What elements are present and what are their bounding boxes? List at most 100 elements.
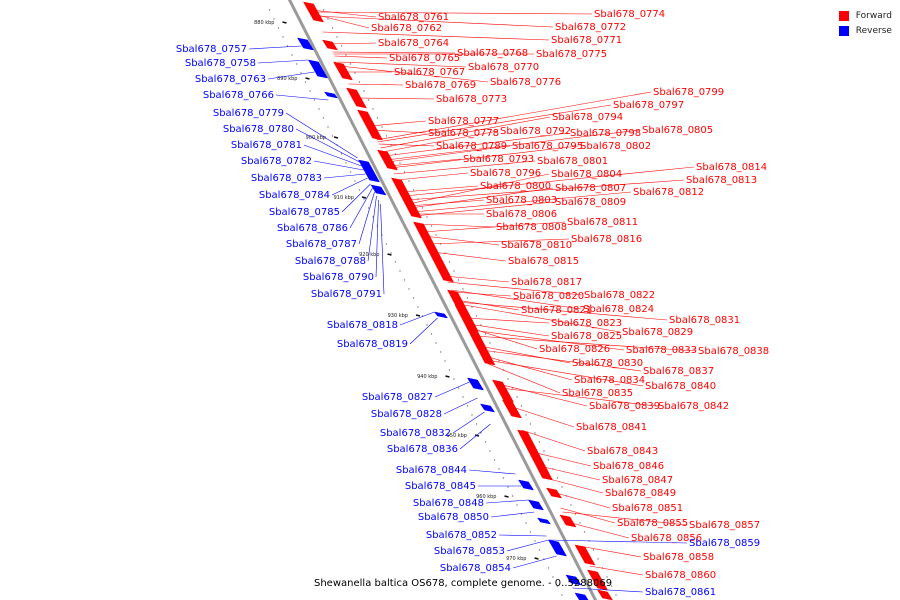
guide-dot: [525, 522, 527, 524]
reverse-gene-label: Sbal678_0790: [303, 272, 374, 283]
guide-dot: [331, 27, 334, 29]
forward-gene-label: Sbal678_0825: [551, 331, 622, 342]
tick-mark: [387, 253, 392, 256]
forward-gene-label-leader: [410, 187, 554, 209]
forward-gene-label: Sbal678_0817: [511, 277, 582, 288]
forward-gene-label: Sbal678_0774: [594, 9, 665, 20]
forward-gene-label-leader: [412, 191, 632, 213]
forward-gene-label: Sbal678_0771: [551, 35, 622, 46]
forward-gene-label: Sbal678_0813: [686, 175, 757, 186]
forward-gene-label-leader: [387, 145, 511, 163]
guide-dot: [421, 207, 424, 209]
guide-dot: [529, 531, 532, 533]
forward-gene-label: Sbal678_0799: [653, 87, 724, 98]
guide-dot: [408, 288, 410, 290]
guide-dot: [534, 540, 536, 542]
forward-gene-label: Sbal678_0856: [631, 533, 702, 544]
reverse-gene-label: Sbal678_0788: [295, 256, 366, 267]
guide-dot: [592, 549, 595, 551]
guide-dot: [435, 234, 437, 236]
guide-dot: [399, 270, 401, 272]
guide-dot: [277, 27, 280, 29]
tick-label: 930 kbp: [388, 313, 408, 319]
forward-gene-label: Sbal678_0772: [555, 22, 626, 33]
forward-gene-block: [333, 61, 353, 81]
reverse-gene-label-leader: [367, 195, 377, 262]
forward-gene-label: Sbal678_0830: [572, 358, 643, 369]
forward-gene-label-leader: [382, 130, 499, 153]
guide-dot: [403, 279, 406, 281]
guide-dot: [444, 360, 446, 362]
forward-gene-label-leader: [545, 477, 604, 494]
reverse-gene-label-leader: [331, 177, 368, 196]
forward-gene-label: Sbal678_0823: [551, 318, 622, 329]
forward-gene-label-leader: [314, 15, 554, 28]
forward-gene-block: [492, 379, 514, 403]
guide-dot: [516, 396, 518, 398]
forward-gene-label-leader: [334, 55, 388, 59]
reverse-gene-block: [296, 37, 315, 51]
forward-gene-label-leader: [589, 565, 644, 576]
forward-gene-label: Sbal678_0765: [389, 53, 460, 64]
guide-dot: [552, 576, 554, 578]
forward-gene-label: Sbal678_0838: [698, 346, 769, 357]
legend-forward: Forward: [838, 8, 892, 23]
guide-dot: [322, 117, 325, 119]
guide-dot: [543, 450, 545, 452]
forward-gene-label-leader: [376, 91, 652, 141]
forward-gene-block: [596, 589, 613, 600]
guide-dot: [358, 81, 361, 83]
forward-gene-label-leader: [444, 275, 510, 283]
reverse-gene-block: [466, 377, 485, 391]
guide-dot: [462, 396, 464, 398]
guide-dot: [345, 162, 347, 164]
forward-gene-label-leader: [458, 303, 621, 333]
forward-gene-label: Sbal678_0857: [689, 520, 760, 531]
reverse-gene-label-leader: [443, 397, 478, 415]
reverse-gene-label: Sbal678_0828: [371, 409, 442, 420]
forward-gene-label-leader: [380, 116, 551, 149]
reverse-gene-label-leader: [375, 199, 379, 278]
forward-gene-label-leader: [479, 345, 571, 364]
guide-dot: [399, 162, 401, 164]
reverse-gene-block: [370, 184, 387, 196]
forward-gene-label: Sbal678_0801: [537, 156, 608, 167]
reverse-gene-label: Sbal678_0787: [286, 239, 357, 250]
reverse-gene-label: Sbal678_0848: [413, 498, 484, 509]
forward-gene-label: Sbal678_0796: [470, 168, 541, 179]
forward-gene-label-leader: [355, 97, 435, 100]
tick-label: 880 kbp: [254, 20, 274, 26]
reverse-gene-label-leader: [285, 112, 358, 159]
forward-gene-label: Sbal678_0812: [633, 187, 704, 198]
tick-mark: [282, 21, 287, 24]
guide-dot: [457, 279, 460, 281]
forward-gene-block: [454, 304, 496, 366]
forward-gene-label-leader: [521, 429, 586, 452]
guide-dot: [615, 594, 617, 596]
guide-dot: [462, 288, 464, 290]
forward-gene-label-leader: [509, 405, 575, 428]
forward-gene-label-leader: [369, 120, 427, 127]
forward-gene-label: Sbal678_0794: [552, 112, 623, 123]
guide-dot: [430, 225, 433, 227]
reverse-gene-label-leader: [490, 511, 535, 518]
forward-gene-label-leader: [322, 31, 550, 41]
guide-dot: [466, 405, 469, 407]
forward-gene-label: Sbal678_0770: [468, 62, 539, 73]
guide-dot: [538, 441, 541, 443]
forward-gene-label-leader: [424, 235, 500, 246]
forward-gene-label: Sbal678_0804: [551, 169, 622, 180]
reverse-gene-label: Sbal678_0861: [645, 587, 716, 598]
reverse-gene-label-leader: [498, 534, 547, 537]
reverse-gene-label: Sbal678_0827: [362, 392, 433, 403]
forward-gene-label: Sbal678_0846: [593, 461, 664, 472]
guide-dot: [340, 153, 343, 155]
legend-forward-label: Forward: [855, 10, 892, 21]
forward-gene-label-leader: [337, 61, 467, 68]
forward-gene-label: Sbal678_0833: [626, 345, 697, 356]
reverse-gene-block: [323, 91, 339, 99]
forward-gene-label: Sbal678_0826: [539, 344, 610, 355]
forward-gene-label: Sbal678_0764: [378, 38, 449, 49]
reverse-gene-label: Sbal678_0844: [396, 465, 467, 476]
guide-dot: [520, 405, 523, 407]
